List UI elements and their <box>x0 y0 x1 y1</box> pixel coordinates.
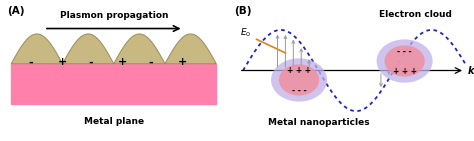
Text: +: + <box>178 57 187 67</box>
Text: $E_0$: $E_0$ <box>240 26 251 39</box>
Text: Metal nanoparticles: Metal nanoparticles <box>268 118 369 127</box>
Ellipse shape <box>271 58 327 102</box>
Text: - - -: - - - <box>292 86 306 95</box>
Ellipse shape <box>377 39 433 83</box>
Polygon shape <box>11 34 63 64</box>
Text: -: - <box>89 57 93 67</box>
Text: +: + <box>58 57 67 67</box>
Text: +: + <box>118 57 127 67</box>
Polygon shape <box>114 34 165 64</box>
Text: -: - <box>148 57 153 67</box>
Text: + + +: + + + <box>392 67 417 76</box>
Ellipse shape <box>279 64 319 96</box>
Polygon shape <box>63 34 114 64</box>
Text: Electron cloud: Electron cloud <box>379 10 452 19</box>
Text: + + +: + + + <box>287 66 311 75</box>
Text: Plasmon propagation: Plasmon propagation <box>60 10 168 19</box>
Polygon shape <box>165 34 216 64</box>
Text: Metal plane: Metal plane <box>84 117 144 126</box>
Text: -: - <box>28 57 33 67</box>
Text: (B): (B) <box>235 5 252 16</box>
Bar <box>11 64 216 104</box>
Ellipse shape <box>384 45 425 77</box>
Text: k: k <box>468 66 474 75</box>
Text: - - -: - - - <box>397 47 412 56</box>
Text: (A): (A) <box>7 5 25 16</box>
